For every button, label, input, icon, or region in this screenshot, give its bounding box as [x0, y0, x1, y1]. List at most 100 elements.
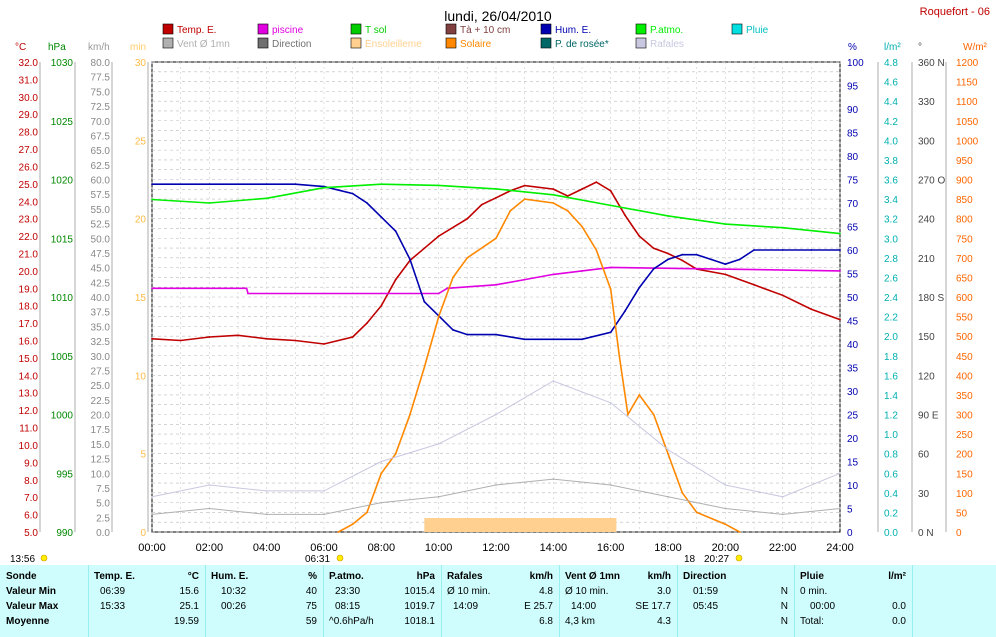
data-point [681, 253, 684, 256]
patmo-mean: 1018.1 [404, 616, 435, 627]
kmh-tick: 15.0 [91, 440, 111, 451]
min-tick: 10 [135, 371, 147, 382]
wm2-tick: 700 [956, 254, 973, 265]
kmh-tick: 25.0 [91, 381, 111, 392]
data-point [480, 203, 483, 206]
rain-tick: 0.8 [884, 450, 898, 461]
legend-label: P.atmo. [650, 25, 683, 36]
hum-unit: % [308, 571, 317, 582]
kmh-tick: 40.0 [91, 293, 111, 304]
temp-tick: 18.0 [19, 302, 39, 313]
rafales-unit: km/h [529, 571, 553, 582]
data-point [495, 188, 497, 190]
data-point [423, 247, 426, 250]
row-label-max: Valeur Max [6, 601, 59, 612]
kmh-tick: 37.5 [91, 308, 111, 319]
row-label-sonde: Sonde [6, 571, 37, 582]
pct-tick: 40 [847, 340, 859, 351]
pluie-label: Pluie [800, 571, 824, 582]
x-tick: 24:00 [826, 542, 854, 554]
temp-tick: 11.0 [19, 424, 38, 435]
data-point [652, 413, 655, 416]
wm2-tick: 1050 [956, 117, 979, 128]
wm2-tick: 950 [956, 156, 973, 167]
temp-tick: 25.0 [19, 180, 39, 191]
kmh-tick: 35.0 [91, 322, 111, 333]
rain-tick: 4.2 [884, 117, 898, 128]
sun-marker-icon [336, 554, 344, 562]
rain-tick: 2.0 [884, 332, 898, 343]
temp-min: 15.6 [179, 586, 199, 597]
data-point [323, 343, 325, 345]
data-point [523, 184, 526, 187]
rain-tick: 0.6 [884, 469, 898, 480]
kmh-tick: 60.0 [91, 176, 111, 187]
legend-label: P. de rosée* [555, 39, 609, 50]
pct-tick: 30 [847, 387, 859, 398]
data-point [466, 217, 469, 220]
pct-tick: 55 [847, 270, 859, 281]
wm2-tick: 1100 [956, 97, 978, 108]
data-point [609, 401, 612, 404]
wm2-tick: 800 [956, 215, 973, 226]
vent-distance: 4,3 km [565, 616, 596, 627]
summary-col-direction: Direction 01:59 N 05:45 N N [677, 565, 795, 637]
data-point [208, 484, 211, 486]
weather-chart: lundi, 26/04/2010 Roquefort - 06 Temp. E. p… [10, 6, 990, 565]
moon-value: 18 [684, 554, 696, 565]
pct-tick: 60 [847, 246, 859, 257]
temp-tick: 19.0 [19, 284, 39, 295]
data-point [609, 189, 612, 192]
data-point [839, 249, 841, 251]
data-point [667, 258, 669, 261]
kmh-tick: 22.5 [91, 396, 111, 407]
data-point [581, 338, 583, 341]
rain-tick: 4.0 [884, 136, 898, 147]
data-point [781, 249, 784, 251]
hum-mean: 59 [305, 616, 317, 627]
sun-marker-icon [735, 554, 743, 562]
data-point [781, 513, 784, 516]
min-tick: 20 [135, 215, 147, 226]
data-point [423, 366, 426, 369]
data-point [566, 209, 569, 212]
legend-swatch [635, 23, 647, 35]
data-point [437, 292, 440, 295]
data-point [609, 204, 612, 207]
data-point [738, 531, 741, 533]
pluie-total: 0.0 [892, 616, 906, 627]
data-point [839, 269, 841, 272]
data-point [839, 472, 841, 475]
axis-unit: l/m² [884, 42, 901, 53]
axis-unit: ° [918, 42, 922, 53]
data-point [595, 181, 598, 184]
rafales-mean: 6.8 [539, 616, 553, 627]
data-point [265, 197, 268, 200]
data-point [724, 273, 727, 276]
pluie-duration: 0 min. [800, 586, 828, 597]
data-point [724, 223, 727, 226]
wm2-tick: 750 [956, 234, 973, 245]
legend-label: Pluie [746, 25, 769, 36]
data-point [380, 460, 383, 463]
legend-swatch [540, 37, 552, 49]
axis-unit: hPa [48, 42, 66, 53]
temp-tick: 31.0 [19, 75, 39, 86]
kmh-tick: 17.5 [91, 425, 111, 436]
deg-tick: 270 O [918, 176, 945, 187]
min-tick: 30 [135, 58, 147, 69]
data-point [294, 339, 297, 342]
data-point [839, 232, 841, 235]
deg-tick: 0 N [918, 528, 934, 539]
direction-label: Direction [683, 571, 727, 582]
data-point [626, 413, 629, 416]
axis-unit: W/m² [963, 42, 988, 53]
temp-tick: 9.0 [24, 458, 38, 469]
data-point [409, 413, 411, 416]
temp-tick: 7.0 [24, 493, 38, 504]
data-point [351, 192, 354, 195]
data-point [581, 269, 583, 272]
hum-min-time: 10:32 [221, 586, 247, 597]
deg-tick: 90 E [918, 411, 939, 422]
data-point [366, 511, 368, 514]
